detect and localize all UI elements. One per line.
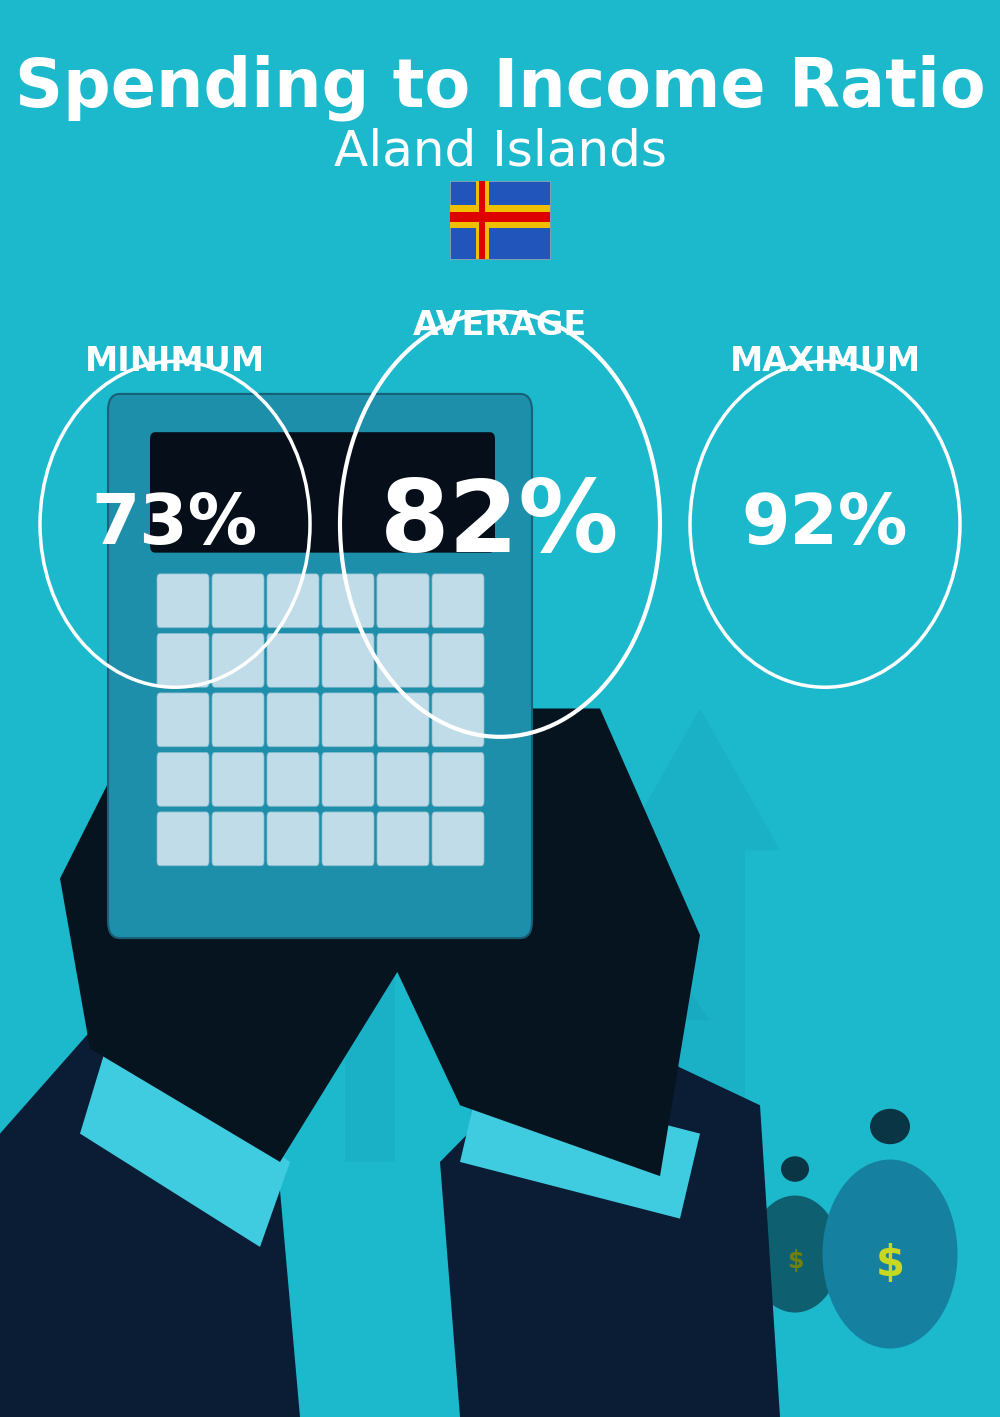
- FancyBboxPatch shape: [212, 693, 264, 747]
- Ellipse shape: [668, 1326, 692, 1352]
- FancyBboxPatch shape: [432, 574, 484, 628]
- FancyBboxPatch shape: [432, 812, 484, 866]
- Text: $: $: [876, 1243, 904, 1285]
- Ellipse shape: [648, 1326, 672, 1352]
- Text: Aland Islands: Aland Islands: [334, 128, 666, 176]
- FancyBboxPatch shape: [600, 1212, 680, 1227]
- Ellipse shape: [781, 1156, 809, 1182]
- FancyBboxPatch shape: [150, 432, 495, 553]
- FancyBboxPatch shape: [600, 1251, 680, 1267]
- Text: Spending to Income Ratio: Spending to Income Ratio: [15, 55, 985, 120]
- FancyBboxPatch shape: [157, 812, 209, 866]
- Polygon shape: [450, 836, 710, 1020]
- Polygon shape: [325, 864, 415, 1162]
- FancyBboxPatch shape: [479, 180, 485, 258]
- FancyBboxPatch shape: [600, 1331, 680, 1346]
- FancyBboxPatch shape: [322, 812, 374, 866]
- Text: MAXIMUM: MAXIMUM: [729, 344, 921, 378]
- Text: MINIMUM: MINIMUM: [85, 344, 265, 378]
- FancyBboxPatch shape: [267, 574, 319, 628]
- Text: 92%: 92%: [742, 490, 908, 558]
- FancyBboxPatch shape: [432, 752, 484, 806]
- FancyBboxPatch shape: [157, 574, 209, 628]
- FancyBboxPatch shape: [377, 693, 429, 747]
- FancyBboxPatch shape: [377, 574, 429, 628]
- Polygon shape: [60, 680, 420, 1162]
- FancyBboxPatch shape: [600, 1291, 680, 1306]
- FancyBboxPatch shape: [212, 633, 264, 687]
- FancyBboxPatch shape: [600, 1192, 680, 1207]
- FancyBboxPatch shape: [322, 633, 374, 687]
- FancyBboxPatch shape: [157, 693, 209, 747]
- Ellipse shape: [658, 1326, 682, 1352]
- FancyBboxPatch shape: [450, 211, 550, 222]
- FancyBboxPatch shape: [377, 752, 429, 806]
- Polygon shape: [440, 1020, 780, 1417]
- Polygon shape: [620, 708, 780, 1275]
- Polygon shape: [80, 1034, 290, 1247]
- Polygon shape: [0, 1020, 300, 1417]
- Polygon shape: [480, 1020, 680, 1346]
- FancyBboxPatch shape: [377, 812, 429, 866]
- FancyBboxPatch shape: [432, 693, 484, 747]
- FancyBboxPatch shape: [157, 752, 209, 806]
- Text: $: $: [787, 1250, 803, 1272]
- FancyBboxPatch shape: [212, 812, 264, 866]
- Polygon shape: [460, 1077, 700, 1219]
- FancyBboxPatch shape: [377, 633, 429, 687]
- FancyBboxPatch shape: [588, 1197, 643, 1346]
- FancyBboxPatch shape: [600, 1271, 680, 1287]
- FancyBboxPatch shape: [476, 180, 488, 258]
- Ellipse shape: [678, 1326, 703, 1352]
- Text: 73%: 73%: [92, 490, 258, 558]
- Ellipse shape: [870, 1108, 910, 1145]
- FancyBboxPatch shape: [322, 574, 374, 628]
- Text: AVERAGE: AVERAGE: [413, 309, 587, 343]
- Polygon shape: [380, 708, 700, 1176]
- FancyBboxPatch shape: [322, 693, 374, 747]
- FancyBboxPatch shape: [450, 180, 550, 258]
- FancyBboxPatch shape: [527, 1197, 582, 1346]
- Text: 82%: 82%: [380, 476, 620, 572]
- FancyBboxPatch shape: [322, 752, 374, 806]
- Ellipse shape: [750, 1196, 840, 1312]
- FancyBboxPatch shape: [267, 752, 319, 806]
- FancyBboxPatch shape: [157, 633, 209, 687]
- FancyBboxPatch shape: [450, 205, 550, 228]
- FancyBboxPatch shape: [267, 812, 319, 866]
- Ellipse shape: [822, 1159, 958, 1349]
- FancyBboxPatch shape: [600, 1311, 680, 1326]
- FancyBboxPatch shape: [432, 633, 484, 687]
- Polygon shape: [635, 907, 655, 999]
- FancyBboxPatch shape: [212, 752, 264, 806]
- FancyBboxPatch shape: [600, 1231, 680, 1247]
- FancyBboxPatch shape: [377, 574, 429, 628]
- Polygon shape: [445, 794, 555, 1219]
- FancyBboxPatch shape: [108, 394, 532, 938]
- FancyBboxPatch shape: [267, 633, 319, 687]
- FancyBboxPatch shape: [267, 693, 319, 747]
- FancyBboxPatch shape: [212, 574, 264, 628]
